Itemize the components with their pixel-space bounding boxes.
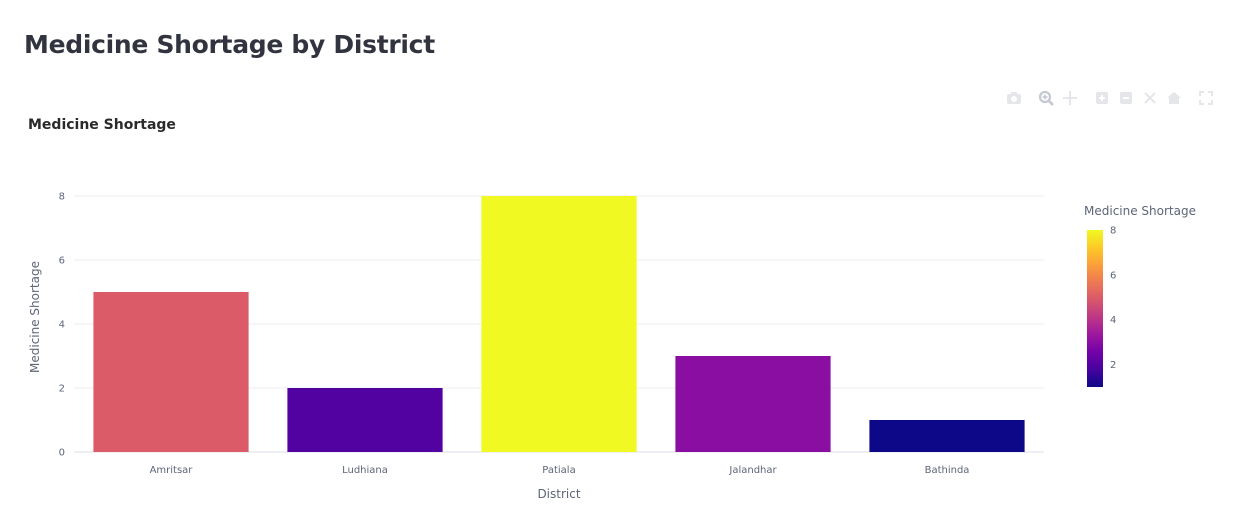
- x-tick-label: Jalandhar: [728, 465, 777, 476]
- colorbar-title: Medicine Shortage: [1084, 204, 1196, 218]
- x-tick-label: Bathinda: [925, 465, 970, 476]
- chart-modebar: [1000, 88, 1220, 110]
- bar-ludhiana[interactable]: [287, 388, 443, 452]
- fullscreen-icon[interactable]: [1196, 88, 1216, 108]
- y-tick-label: 6: [59, 256, 65, 267]
- y-tick-label: 0: [59, 448, 65, 459]
- colorbar-tick-label: 4: [1110, 315, 1116, 326]
- reset-axes-icon[interactable]: [1164, 88, 1184, 108]
- x-axis-ticks: Amritsar Ludhiana Patiala Jalandhar Bathinda: [150, 465, 970, 476]
- colorbar-tick-label: 2: [1110, 360, 1116, 371]
- autoscale-icon[interactable]: [1140, 88, 1160, 108]
- chart-title: Medicine Shortage: [28, 117, 176, 133]
- pan-icon[interactable]: [1060, 88, 1080, 108]
- page-title: Medicine Shortage by District: [24, 30, 435, 59]
- x-axis-title: District: [537, 487, 580, 501]
- colorbar-tick-label: 8: [1110, 226, 1116, 237]
- bars: [93, 196, 1025, 452]
- y-tick-label: 4: [59, 320, 65, 331]
- colorbar: [1087, 230, 1103, 387]
- bar-patiala[interactable]: [481, 196, 637, 452]
- x-tick-label: Amritsar: [150, 465, 194, 476]
- colorbar-tick-label: 6: [1110, 270, 1116, 281]
- bar-bathinda[interactable]: [869, 420, 1025, 452]
- y-axis-title: Medicine Shortage: [28, 261, 42, 373]
- zoom-in-icon[interactable]: [1092, 88, 1112, 108]
- zoom-out-icon[interactable]: [1116, 88, 1136, 108]
- camera-icon[interactable]: [1004, 88, 1024, 108]
- y-tick-label: 2: [59, 384, 65, 395]
- y-axis-ticks: 0 2 4 6 8: [59, 192, 65, 459]
- bar-jalandhar[interactable]: [675, 356, 831, 452]
- colorbar-ticks: 2 4 6 8: [1110, 226, 1116, 372]
- x-tick-label: Ludhiana: [342, 465, 388, 476]
- bar-amritsar[interactable]: [93, 292, 249, 452]
- y-tick-label: 8: [59, 192, 65, 203]
- zoom-icon[interactable]: [1036, 88, 1056, 108]
- x-tick-label: Patiala: [542, 465, 575, 476]
